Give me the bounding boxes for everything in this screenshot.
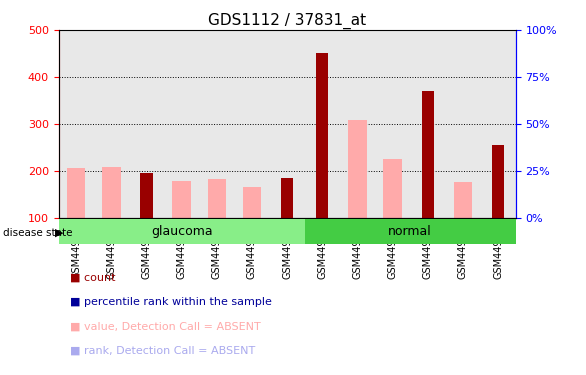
Bar [492,145,504,218]
Text: normal: normal [389,225,432,238]
Text: ■ percentile rank within the sample: ■ percentile rank within the sample [70,297,272,307]
Bar [454,182,472,218]
Text: ■ rank, Detection Call = ABSENT: ■ rank, Detection Call = ABSENT [70,346,255,355]
Text: ▶: ▶ [54,228,63,237]
Title: GDS1112 / 37831_at: GDS1112 / 37831_at [208,12,366,28]
Bar [140,173,152,217]
Bar [59,219,305,244]
Bar [383,159,402,218]
Bar [67,168,86,217]
Bar [172,181,191,218]
Bar [207,179,226,218]
Bar [102,167,121,217]
Bar [316,54,328,217]
Bar [305,219,516,244]
Text: disease state: disease state [3,228,73,237]
Text: glaucoma: glaucoma [151,225,213,238]
Bar [421,91,434,218]
Bar [348,120,367,218]
Bar [243,187,261,218]
Bar [281,178,293,218]
Text: ■ count: ■ count [70,273,116,282]
Text: ■ value, Detection Call = ABSENT: ■ value, Detection Call = ABSENT [70,321,261,331]
